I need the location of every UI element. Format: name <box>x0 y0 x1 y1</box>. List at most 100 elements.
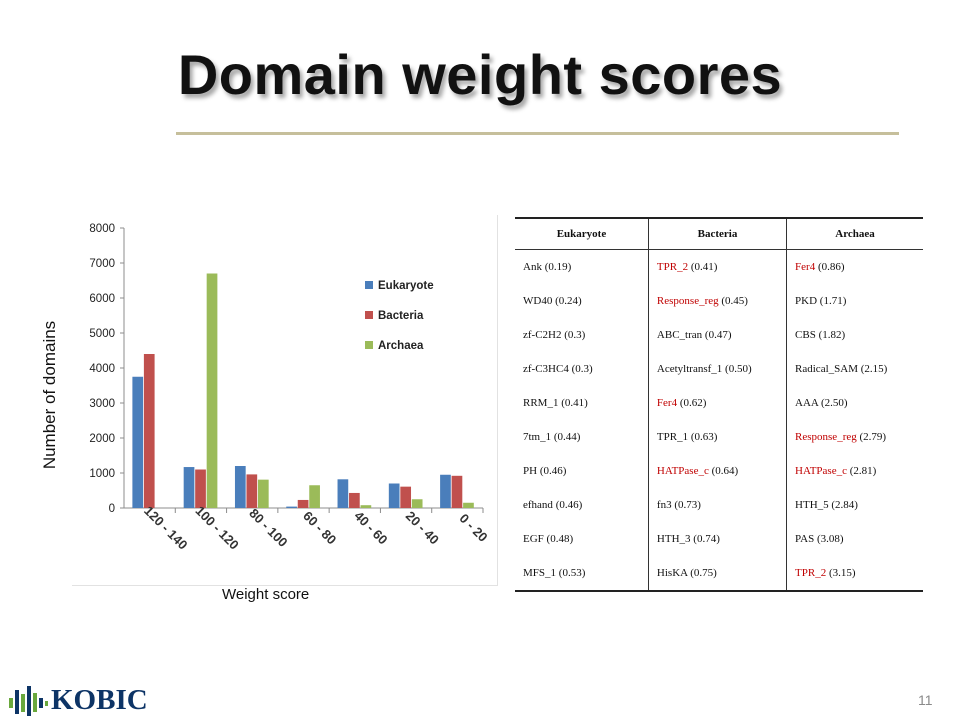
domain-score: (3.15) <box>828 567 856 579</box>
table-cell: TPR_2 (0.41) <box>648 249 788 284</box>
domain-score: (0.63) <box>690 431 718 443</box>
table-row: 7tm_1 (0.44) TPR_1 (0.63) Response_reg (2.… <box>515 420 923 454</box>
domain-name: TPR_1 <box>656 431 689 443</box>
bar-bacteria <box>143 354 155 508</box>
table-cell: zf-C3HC4 (0.3) <box>515 352 649 386</box>
bar-eukaryote <box>132 376 144 508</box>
bar-bacteria <box>451 475 463 508</box>
table-header-bacteria: Bacteria <box>648 217 788 250</box>
domain-score: (2.50) <box>821 397 848 409</box>
x-tick-label: 120 - 140 <box>141 503 190 552</box>
domain-score: (0.19) <box>544 261 572 273</box>
bar-eukaryote <box>234 466 246 508</box>
table-cell: MFS_1 (0.53) <box>515 556 649 592</box>
domain-name: HisKA <box>656 567 688 579</box>
table-cell: TPR_1 (0.63) <box>648 420 788 454</box>
bar-bacteria <box>349 492 360 508</box>
domain-name: HTH_5 <box>795 499 829 511</box>
table-row: WD40 (0.24) Response_reg (0.45) PKD (1.71) <box>515 284 923 318</box>
kobic-logo-icon <box>9 686 48 716</box>
bar-bacteria <box>400 486 412 508</box>
domain-name: PKD <box>795 295 818 307</box>
x-axis-title: Weight score <box>222 586 310 603</box>
table-header-row: Eukaryote Bacteria Archaea <box>515 217 923 250</box>
table-row: PH (0.46) HATPase_c (0.64) HATPase_c (2.81… <box>515 454 923 488</box>
domain-name: EGF <box>523 533 544 545</box>
legend-swatch-archaea <box>365 341 373 349</box>
bar-archaea <box>257 479 269 508</box>
domain-score: (2.79) <box>859 431 887 443</box>
bar-archaea <box>463 502 474 508</box>
table-cell: Response_reg (0.45) <box>648 284 788 318</box>
domain-name: HTH_3 <box>656 533 691 545</box>
table-cell: EGF (0.48) <box>515 522 649 556</box>
domain-name: efhand <box>523 499 553 511</box>
domain-name: 7tm_1 <box>523 431 552 443</box>
domain-score: (0.74) <box>693 533 720 545</box>
y-tick-label: 6000 <box>89 293 115 305</box>
bar-archaea <box>206 273 218 508</box>
domain-score: (0.48) <box>546 533 574 545</box>
bar-eukaryote <box>388 483 400 508</box>
domain-name: Response_reg <box>795 431 857 443</box>
domain-score: (1.82) <box>818 329 846 341</box>
domain-name: Acetyltransf_1 <box>656 363 723 375</box>
y-tick-label: 4000 <box>89 363 115 375</box>
slide-title: Domain weight scores <box>177 43 783 106</box>
y-tick-label: 1000 <box>89 468 115 480</box>
table-row: RRM_1 (0.41) Fer4 (0.62) AAA (2.50) <box>515 386 923 420</box>
table-row: zf-C3HC4 (0.3) Acetyltransf_1 (0.50) Radic… <box>515 352 923 386</box>
domain-score: (0.50) <box>725 363 752 375</box>
domain-score: (0.75) <box>690 567 717 579</box>
table-cell: Ank (0.19) <box>515 249 649 284</box>
table-cell: PAS (3.08) <box>787 522 923 556</box>
table-cell: ABC_tran (0.47) <box>648 318 788 352</box>
domain-name: HATPase_c <box>795 465 847 477</box>
domain-name: ABC_tran <box>656 329 703 341</box>
table-cell: HTH_3 (0.74) <box>648 522 788 556</box>
title-divider <box>176 132 899 135</box>
y-tick-label: 2000 <box>89 433 115 445</box>
table-cell: HTH_5 (2.84) <box>787 488 923 522</box>
domain-score: (0.73) <box>674 499 701 511</box>
x-tick-label: 0 - 20 <box>457 511 491 545</box>
table-cell: Fer4 (0.62) <box>648 386 788 420</box>
bar-eukaryote <box>183 467 195 508</box>
domain-name: RRM_1 <box>523 397 559 409</box>
x-tick-label: 80 - 100 <box>246 506 290 550</box>
domain-score: (0.86) <box>817 261 845 273</box>
domain-name: Response_reg <box>656 295 719 307</box>
domain-name: fn3 <box>656 499 672 511</box>
table-cell: 7tm_1 (0.44) <box>515 420 649 454</box>
domain-name: PH <box>523 465 538 477</box>
logo-text: KOBIC <box>51 684 148 716</box>
domain-score: (0.62) <box>679 397 707 409</box>
bar-archaea <box>360 505 372 508</box>
table-row: Ank (0.19) TPR_2 (0.41) Fer4 (0.86) <box>515 249 923 284</box>
y-axis-title: Number of domains <box>40 320 59 470</box>
legend-label: Bacteria <box>378 310 424 322</box>
bar-eukaryote <box>286 506 297 508</box>
domain-name: Radical_SAM <box>795 363 858 375</box>
table-cell: WD40 (0.24) <box>515 284 649 318</box>
domain-score-table: Eukaryote Bacteria Archaea Ank (0.19) TPR_2… <box>515 217 923 592</box>
domain-score: (0.64) <box>711 465 739 477</box>
bar-eukaryote <box>337 479 349 508</box>
domain-name: TPR_2 <box>795 567 827 579</box>
table-cell: Radical_SAM (2.15) <box>787 352 923 386</box>
domain-name: WD40 <box>523 295 553 307</box>
domain-score: (0.46) <box>539 465 567 477</box>
domain-name: HATPase_c <box>656 465 709 477</box>
legend-swatch-bacteria <box>365 311 373 319</box>
domain-name: CBS <box>795 329 816 341</box>
domain-score: (0.45) <box>721 295 748 307</box>
y-tick-label: 8000 <box>89 223 115 235</box>
bar-bacteria <box>297 499 309 508</box>
table-cell: fn3 (0.73) <box>648 488 788 522</box>
domain-name: AAA <box>795 397 819 409</box>
table-cell: zf-C2H2 (0.3) <box>515 318 649 352</box>
bar-bacteria <box>246 474 258 508</box>
domain-name: MFS_1 <box>523 567 557 579</box>
domain-name: Ank <box>523 261 542 273</box>
domain-score: (0.47) <box>704 329 732 341</box>
